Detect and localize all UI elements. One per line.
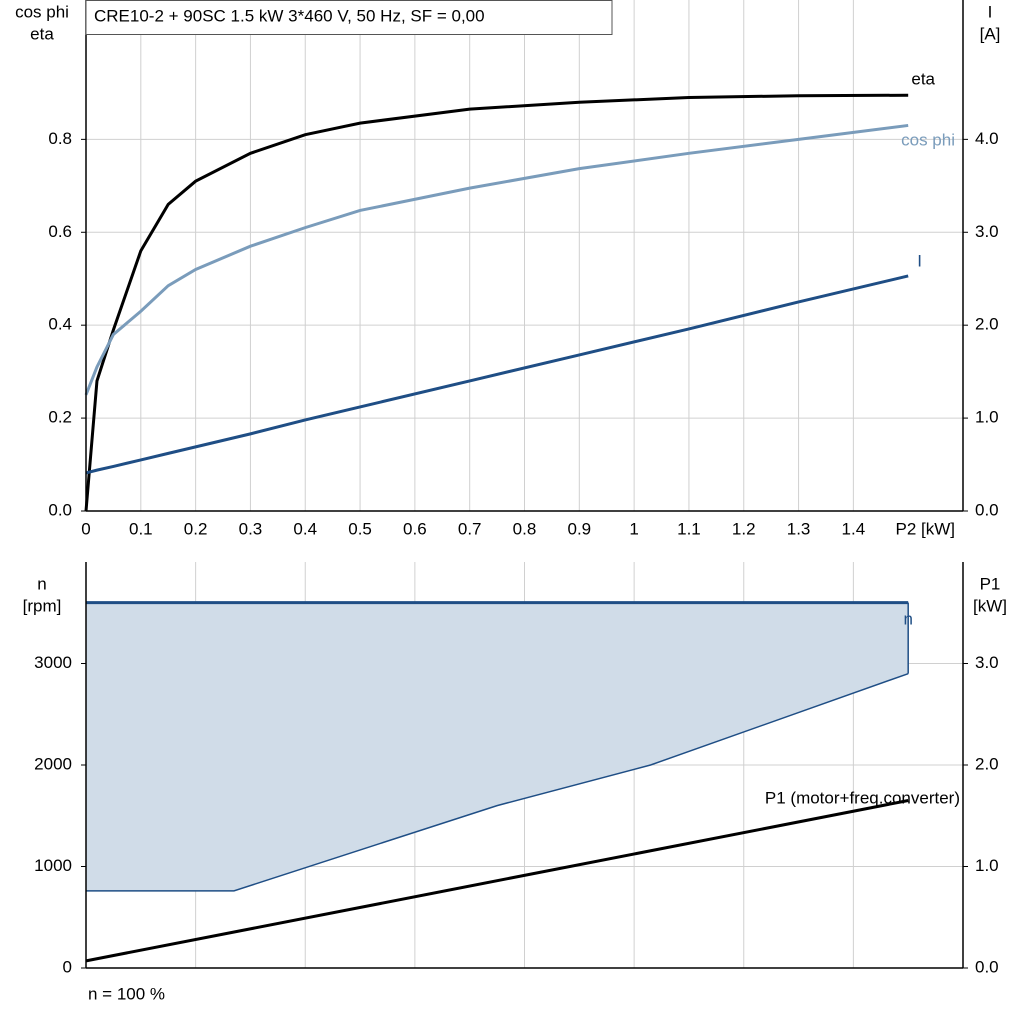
note: n = 100 % bbox=[88, 984, 165, 1003]
y-tick-label: 0.4 bbox=[48, 315, 72, 334]
x-tick-label: 1.3 bbox=[787, 519, 811, 538]
x-tick-label: 0.4 bbox=[293, 519, 317, 538]
y2-tick-label: 1.0 bbox=[975, 408, 999, 427]
y2-axis-label: [kW] bbox=[973, 596, 1007, 615]
operating-area bbox=[86, 602, 909, 891]
y2-tick-label: 3.0 bbox=[975, 653, 999, 672]
x-tick-label: 0.3 bbox=[239, 519, 263, 538]
y-axis-label: eta bbox=[30, 24, 54, 43]
y2-tick-label: 2.0 bbox=[975, 315, 999, 334]
y-tick-label: 1000 bbox=[34, 856, 72, 875]
y2-axis-label: P1 bbox=[980, 574, 1001, 593]
x-tick-label: 0.9 bbox=[567, 519, 591, 538]
y2-tick-label: 0.0 bbox=[975, 500, 999, 519]
y2-tick-label: 1.0 bbox=[975, 856, 999, 875]
series-label: I bbox=[917, 251, 922, 270]
series-line bbox=[84, 93, 909, 512]
y2-tick-label: 4.0 bbox=[975, 129, 999, 148]
x-tick-label: 0.7 bbox=[458, 519, 482, 538]
y-tick-label: 2000 bbox=[34, 754, 72, 773]
y-tick-label: 0 bbox=[63, 957, 72, 976]
series-label: eta bbox=[911, 69, 935, 88]
x-tick-label: 0.1 bbox=[129, 519, 153, 538]
x-tick-label: 1 bbox=[629, 519, 638, 538]
series-label: P1 (motor+freq.converter) bbox=[765, 788, 960, 807]
x-tick-label: 1.2 bbox=[732, 519, 756, 538]
x-axis-label: P2 [kW] bbox=[895, 519, 955, 538]
chart-title: CRE10-2 + 90SC 1.5 kW 3*460 V, 50 Hz, SF… bbox=[94, 6, 485, 25]
y-axis-label: cos phi bbox=[15, 2, 69, 21]
y2-axis-label: I bbox=[988, 2, 993, 21]
series-line bbox=[85, 799, 909, 963]
y2-tick-label: 0.0 bbox=[975, 957, 999, 976]
x-tick-label: 0.6 bbox=[403, 519, 427, 538]
y2-tick-label: 3.0 bbox=[975, 222, 999, 241]
lower-boundary bbox=[86, 672, 909, 892]
y-tick-label: 0.6 bbox=[48, 222, 72, 241]
x-tick-label: 0.5 bbox=[348, 519, 372, 538]
series-line bbox=[84, 123, 909, 396]
x-tick-label: 0 bbox=[81, 519, 90, 538]
y-axis-label: n bbox=[37, 574, 46, 593]
title-box bbox=[85, 0, 613, 35]
y-tick-label: 0.8 bbox=[48, 129, 72, 148]
y-axis-label: [rpm] bbox=[23, 596, 62, 615]
y2-axis-label: [A] bbox=[980, 24, 1001, 43]
x-tick-label: 1.1 bbox=[677, 519, 701, 538]
y-tick-label: 0.0 bbox=[48, 500, 72, 519]
series-label: n bbox=[904, 609, 913, 628]
y2-tick-label: 2.0 bbox=[975, 754, 999, 773]
series-line bbox=[85, 274, 909, 475]
x-tick-label: 1.4 bbox=[842, 519, 866, 538]
y-tick-label: 0.2 bbox=[48, 408, 72, 427]
y-tick-label: 3000 bbox=[34, 653, 72, 672]
x-tick-label: 0.8 bbox=[513, 519, 537, 538]
x-tick-label: 0.2 bbox=[184, 519, 208, 538]
series-label: cos phi bbox=[901, 130, 955, 149]
